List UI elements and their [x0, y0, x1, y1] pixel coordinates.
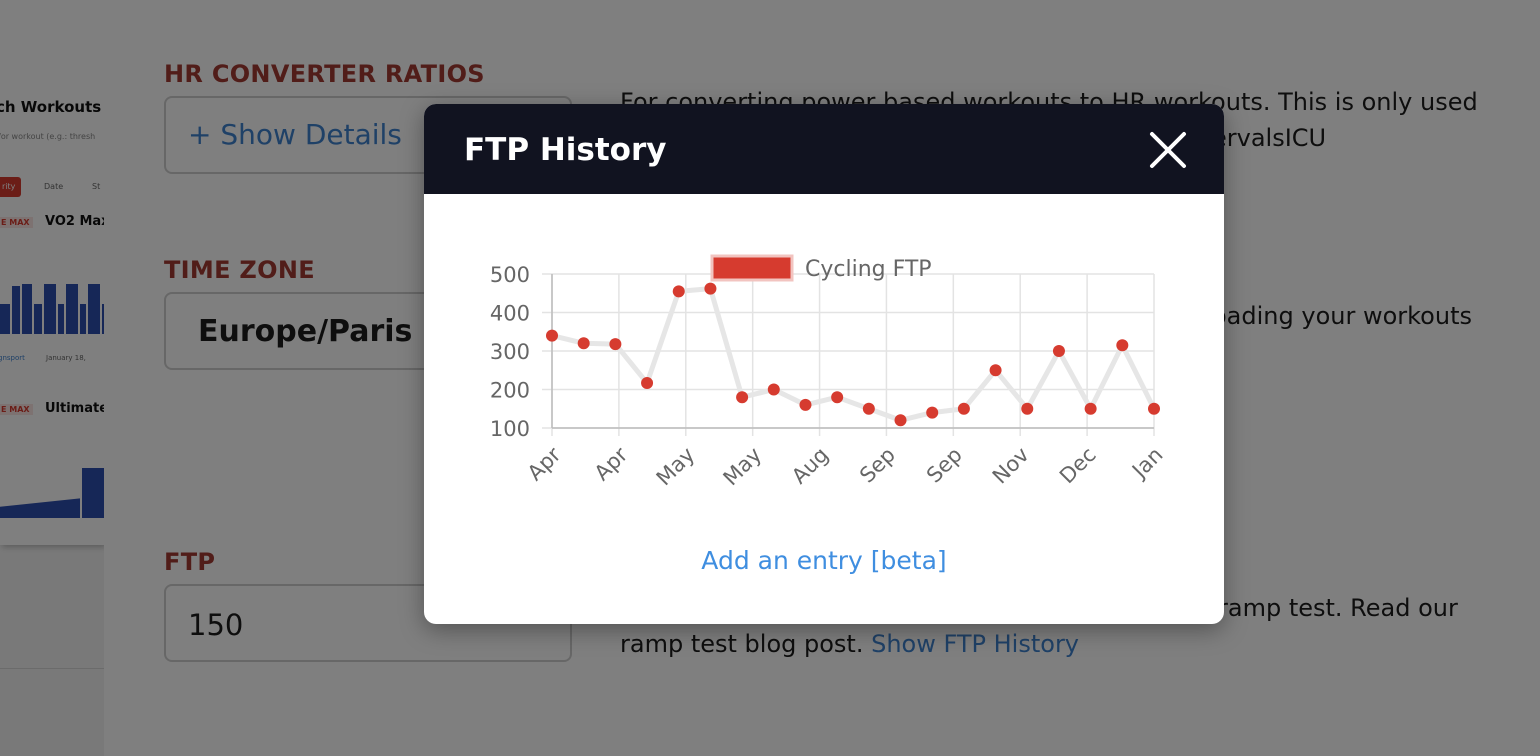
chart-legend: Cycling FTP: [710, 254, 932, 282]
legend-label: Cycling FTP: [805, 257, 932, 282]
x-tick-label: May: [719, 443, 767, 491]
close-button[interactable]: [1146, 128, 1190, 172]
data-point: [546, 329, 558, 342]
modal-title: FTP History: [464, 132, 667, 168]
data-point: [672, 285, 685, 298]
data-point: [704, 282, 717, 295]
data-point: [989, 364, 1002, 377]
y-tick-label: 100: [490, 417, 530, 441]
data-point: [1084, 402, 1097, 415]
x-tick-label: Sep: [855, 443, 900, 488]
close-icon: [1150, 132, 1186, 168]
legend-swatch: [710, 254, 794, 282]
x-tick-label: Nov: [988, 443, 1034, 489]
ftp-history-chart: 100 200 300 400 500 Apr Apr May May Aug Sep Sep Nov D…: [490, 254, 1168, 490]
data-point: [1052, 345, 1065, 357]
data-point: [926, 406, 939, 419]
y-tick-label: 500: [490, 263, 530, 287]
chart-series-points: [546, 282, 1160, 427]
data-point: [1148, 402, 1160, 415]
data-point: [641, 376, 654, 389]
x-tick-label: Dec: [1055, 443, 1101, 489]
x-tick-label: May: [652, 443, 700, 491]
modal-header: FTP History: [424, 104, 1224, 194]
data-point: [1116, 339, 1129, 352]
data-point: [767, 383, 780, 396]
y-tick-label: 300: [490, 340, 530, 364]
x-tick-label: Apr: [523, 442, 566, 485]
data-point: [957, 402, 970, 415]
data-point: [894, 414, 907, 427]
data-point: [799, 398, 812, 411]
ftp-history-modal: FTP History 100 200 300 400 500 Apr Apr May May A…: [424, 104, 1224, 624]
data-point: [831, 391, 844, 404]
chart-series-line: [551, 286, 1157, 423]
y-tick-label: 400: [490, 302, 530, 326]
x-tick-label: Sep: [922, 443, 967, 488]
y-tick-label: 200: [490, 379, 530, 403]
x-tick-label: Apr: [590, 442, 633, 485]
series-line: [551, 286, 1157, 423]
data-point: [577, 337, 590, 350]
chart-axes: 100 200 300 400 500 Apr Apr May May Aug Sep Sep Nov D…: [490, 263, 1168, 490]
data-point: [862, 402, 875, 415]
data-point: [609, 338, 622, 351]
x-tick-label: Jan: [1126, 443, 1167, 484]
data-point: [1021, 402, 1034, 415]
x-tick-label: Aug: [787, 443, 833, 489]
data-point: [736, 391, 749, 404]
add-entry-link[interactable]: Add an entry [beta]: [701, 546, 947, 575]
